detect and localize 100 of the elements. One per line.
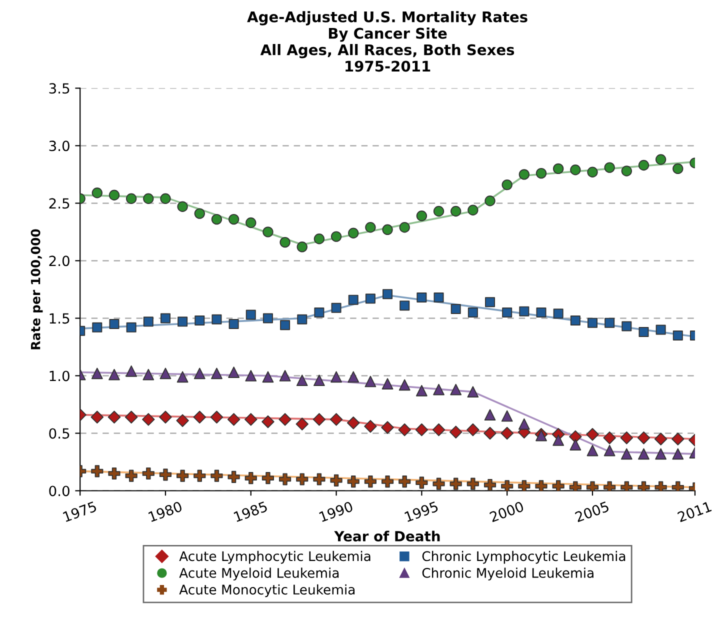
point xyxy=(330,474,342,486)
point xyxy=(552,434,564,446)
point xyxy=(194,208,205,219)
point xyxy=(91,465,104,478)
point xyxy=(262,313,273,324)
point xyxy=(279,473,292,486)
point xyxy=(637,431,650,444)
point xyxy=(382,224,393,236)
point xyxy=(638,160,650,171)
point xyxy=(364,420,377,433)
point xyxy=(246,217,256,228)
point xyxy=(211,368,222,380)
point xyxy=(228,470,240,483)
point xyxy=(519,306,530,316)
y-axis-title: Rate per 100,000 xyxy=(30,229,43,350)
point xyxy=(246,310,256,320)
y-tick-label: 2.0 xyxy=(49,256,70,266)
x-tick-label: 2000 xyxy=(489,501,524,522)
legend-label: Acute Lymphocytic Leukemia xyxy=(179,550,370,564)
point xyxy=(672,330,683,340)
point xyxy=(398,379,410,391)
y-tick-label: 3.5 xyxy=(49,83,70,94)
point xyxy=(331,302,342,313)
point xyxy=(654,432,668,446)
y-tick-label: 0.0 xyxy=(49,486,70,496)
point xyxy=(433,206,444,217)
y-tick-label: 3.0 xyxy=(49,140,70,152)
point xyxy=(588,318,598,328)
point xyxy=(228,366,240,378)
point xyxy=(656,324,666,335)
x-tick-label: 1990 xyxy=(318,501,354,522)
point xyxy=(501,410,513,422)
point xyxy=(399,222,410,233)
point xyxy=(638,448,650,460)
point xyxy=(125,470,138,482)
point xyxy=(484,409,496,421)
point xyxy=(108,190,120,200)
point xyxy=(622,321,632,332)
point xyxy=(348,371,360,383)
point xyxy=(570,164,581,176)
point xyxy=(398,423,411,436)
point xyxy=(91,368,103,380)
point xyxy=(382,289,393,300)
point xyxy=(124,410,138,424)
point xyxy=(143,316,154,327)
point xyxy=(416,384,428,396)
point xyxy=(262,472,274,484)
point xyxy=(142,368,154,380)
y-tick-label: 2.5 xyxy=(49,198,70,209)
point xyxy=(193,410,206,424)
point xyxy=(280,236,290,248)
legend-label: Acute Myeloid Leukemia xyxy=(179,568,339,580)
point xyxy=(552,480,564,491)
point xyxy=(92,188,103,198)
point xyxy=(620,481,633,491)
point xyxy=(348,228,359,238)
point xyxy=(502,179,512,190)
point xyxy=(210,410,224,424)
point xyxy=(466,478,479,490)
point xyxy=(467,386,479,398)
point xyxy=(296,418,309,430)
x-tick-label: 1995 xyxy=(404,501,439,522)
point xyxy=(398,476,411,488)
point xyxy=(194,470,206,482)
point xyxy=(126,365,138,377)
point xyxy=(108,467,120,480)
point xyxy=(620,431,634,444)
point xyxy=(90,410,104,424)
point xyxy=(416,292,427,303)
point xyxy=(194,316,205,326)
point xyxy=(432,423,446,436)
point xyxy=(280,320,290,330)
point xyxy=(586,428,599,441)
point xyxy=(553,308,564,319)
point xyxy=(536,168,547,179)
point xyxy=(484,426,496,440)
point xyxy=(654,481,667,491)
point xyxy=(108,368,120,380)
point xyxy=(297,314,308,324)
point xyxy=(518,480,530,491)
point xyxy=(450,206,462,217)
point xyxy=(159,410,172,424)
point xyxy=(330,371,342,383)
point xyxy=(279,370,291,382)
point xyxy=(346,416,360,430)
x-axis-title: Year of Death xyxy=(334,530,440,542)
point xyxy=(400,300,410,311)
point xyxy=(296,374,308,386)
point xyxy=(604,318,615,328)
point xyxy=(638,327,649,338)
point xyxy=(365,222,376,233)
point xyxy=(126,193,137,204)
legend-label: Chronic Myeloid Leukemia xyxy=(422,568,594,580)
point xyxy=(382,378,394,390)
point xyxy=(416,476,428,489)
point xyxy=(586,481,599,491)
point xyxy=(450,478,462,490)
point xyxy=(518,169,530,180)
point xyxy=(160,193,171,204)
point xyxy=(142,467,154,480)
